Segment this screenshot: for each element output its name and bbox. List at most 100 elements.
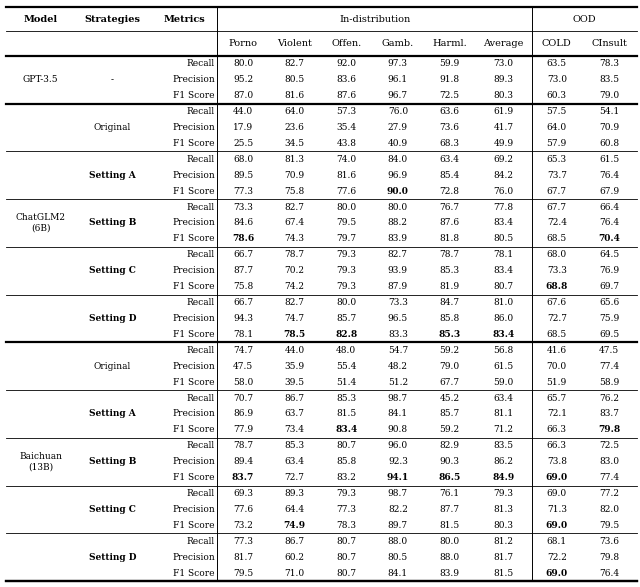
Text: 90.8: 90.8 [388,426,408,434]
Text: 67.4: 67.4 [285,218,305,228]
Text: 83.0: 83.0 [599,457,619,466]
Text: 47.5: 47.5 [599,346,620,355]
Text: 70.9: 70.9 [599,123,619,132]
Text: F1 Score: F1 Score [173,521,215,530]
Text: 82.8: 82.8 [335,330,357,339]
Text: 76.0: 76.0 [388,107,408,116]
Text: 69.0: 69.0 [546,521,568,530]
Text: 66.7: 66.7 [233,298,253,307]
Text: 76.9: 76.9 [599,266,619,275]
Text: 81.2: 81.2 [493,537,514,546]
Text: 76.4: 76.4 [599,171,619,180]
Text: 66.7: 66.7 [233,250,253,259]
Text: 78.1: 78.1 [493,250,514,259]
Text: 76.7: 76.7 [440,203,460,211]
Text: 87.7: 87.7 [440,505,460,514]
Text: 77.3: 77.3 [233,187,253,195]
Text: 90.0: 90.0 [387,187,409,195]
Text: 92.3: 92.3 [388,457,408,466]
Text: 73.6: 73.6 [599,537,619,546]
Text: 81.3: 81.3 [285,155,305,164]
Text: 64.0: 64.0 [547,123,567,132]
Text: F1 Score: F1 Score [173,569,215,578]
Text: Setting A: Setting A [89,171,136,180]
Text: 89.3: 89.3 [493,75,514,84]
Text: 80.3: 80.3 [493,91,514,100]
Text: 74.2: 74.2 [285,282,305,291]
Text: 83.5: 83.5 [599,75,619,84]
Text: Recall: Recall [187,489,215,498]
Text: 84.9: 84.9 [493,473,515,482]
Text: 97.3: 97.3 [388,59,408,68]
Text: 72.2: 72.2 [547,553,566,562]
Text: 87.0: 87.0 [233,91,253,100]
Text: 78.5: 78.5 [284,330,306,339]
Text: Precision: Precision [172,362,215,371]
Text: 94.1: 94.1 [387,473,409,482]
Text: 96.5: 96.5 [388,314,408,323]
Text: 63.4: 63.4 [493,393,514,403]
Text: 75.8: 75.8 [285,187,305,195]
Text: 65.6: 65.6 [599,298,620,307]
Text: 71.2: 71.2 [493,426,514,434]
Text: Precision: Precision [172,457,215,466]
Text: 59.0: 59.0 [493,377,514,387]
Text: 80.7: 80.7 [336,537,356,546]
Text: 80.7: 80.7 [336,441,356,450]
Text: 80.3: 80.3 [493,521,514,530]
Text: Recall: Recall [187,107,215,116]
Text: 87.7: 87.7 [233,266,253,275]
Text: 63.5: 63.5 [547,59,567,68]
Text: 85.3: 85.3 [285,441,305,450]
Text: 83.9: 83.9 [388,234,408,244]
Text: 34.5: 34.5 [285,139,305,148]
Text: 76.1: 76.1 [440,489,460,498]
Text: 67.7: 67.7 [547,187,567,195]
Text: F1 Score: F1 Score [173,473,215,482]
Text: 70.0: 70.0 [547,362,567,371]
Text: 59.9: 59.9 [439,59,460,68]
Text: 83.4: 83.4 [493,266,514,275]
Text: 73.8: 73.8 [547,457,567,466]
Text: 35.9: 35.9 [285,362,305,371]
Text: 74.9: 74.9 [284,521,306,530]
Text: 80.7: 80.7 [336,553,356,562]
Text: 77.9: 77.9 [233,426,253,434]
Text: 70.2: 70.2 [285,266,305,275]
Text: 84.2: 84.2 [493,171,514,180]
Text: 96.0: 96.0 [388,441,408,450]
Text: Recall: Recall [187,203,215,211]
Text: Setting B: Setting B [89,218,136,228]
Text: 82.7: 82.7 [388,250,408,259]
Text: 88.2: 88.2 [388,218,408,228]
Text: 51.2: 51.2 [388,377,408,387]
Text: Model: Model [24,15,58,23]
Text: 79.3: 79.3 [336,282,356,291]
Text: 68.3: 68.3 [440,139,460,148]
Text: 40.9: 40.9 [388,139,408,148]
Text: 71.3: 71.3 [547,505,567,514]
Text: 83.9: 83.9 [440,569,460,578]
Text: 69.5: 69.5 [599,330,620,339]
Text: 91.8: 91.8 [440,75,460,84]
Text: In-distribution: In-distribution [339,15,410,23]
Text: 68.0: 68.0 [233,155,253,164]
Text: OOD: OOD [573,15,596,23]
Text: 35.4: 35.4 [336,123,356,132]
Text: 57.3: 57.3 [336,107,356,116]
Text: 79.3: 79.3 [493,489,514,498]
Text: 95.2: 95.2 [233,75,253,84]
Text: 82.0: 82.0 [599,505,619,514]
Text: Setting D: Setting D [89,553,136,562]
Text: 72.7: 72.7 [547,314,567,323]
Text: 87.9: 87.9 [388,282,408,291]
Text: 85.3: 85.3 [440,266,460,275]
Text: 73.4: 73.4 [285,426,305,434]
Text: F1 Score: F1 Score [173,377,215,387]
Text: 44.0: 44.0 [285,346,305,355]
Text: 79.0: 79.0 [599,91,619,100]
Text: 68.5: 68.5 [547,234,567,244]
Text: 61.5: 61.5 [493,362,514,371]
Text: Recall: Recall [187,155,215,164]
Text: 96.7: 96.7 [388,91,408,100]
